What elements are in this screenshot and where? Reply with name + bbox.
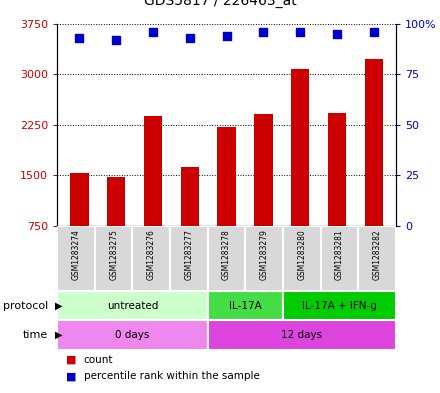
Bar	[254, 114, 273, 226]
Text: percentile rank within the sample: percentile rank within the sample	[84, 371, 260, 381]
Text: GSM1283282: GSM1283282	[373, 229, 381, 280]
Text: GSM1283277: GSM1283277	[184, 229, 194, 280]
Bar	[95, 226, 132, 291]
Text: 12 days: 12 days	[281, 330, 323, 340]
Bar	[208, 226, 246, 291]
Text: count: count	[84, 354, 113, 365]
Point	[113, 37, 120, 43]
Bar	[283, 226, 321, 291]
Text: IL-17A: IL-17A	[229, 301, 262, 310]
Text: GSM1283281: GSM1283281	[335, 229, 344, 280]
Bar	[144, 116, 162, 226]
Bar	[208, 320, 396, 350]
Bar	[57, 226, 95, 291]
Text: untreated: untreated	[107, 301, 158, 310]
Text: ■: ■	[66, 371, 77, 381]
Bar	[358, 226, 396, 291]
Text: ■: ■	[66, 354, 77, 365]
Bar	[328, 113, 346, 226]
Text: ▶: ▶	[55, 301, 62, 310]
Bar	[132, 226, 170, 291]
Bar	[57, 291, 208, 320]
Point	[150, 29, 157, 35]
Bar	[70, 173, 88, 226]
Bar	[180, 167, 199, 226]
Text: 0 days: 0 days	[115, 330, 150, 340]
Text: GSM1283280: GSM1283280	[297, 229, 306, 280]
Text: GSM1283279: GSM1283279	[260, 229, 269, 280]
Text: protocol: protocol	[3, 301, 48, 310]
Bar	[107, 177, 125, 226]
Bar	[208, 291, 283, 320]
Point	[334, 31, 341, 37]
Bar	[246, 226, 283, 291]
Text: GSM1283278: GSM1283278	[222, 229, 231, 280]
Text: GSM1283276: GSM1283276	[147, 229, 156, 280]
Bar	[57, 320, 208, 350]
Point	[370, 29, 378, 35]
Bar	[283, 291, 396, 320]
Text: ▶: ▶	[55, 330, 62, 340]
Point	[260, 29, 267, 35]
Text: GSM1283274: GSM1283274	[72, 229, 81, 280]
Text: IL-17A + IFN-g: IL-17A + IFN-g	[302, 301, 377, 310]
Point	[76, 35, 83, 41]
Bar	[217, 127, 236, 226]
Point	[223, 33, 230, 39]
Bar	[365, 59, 383, 226]
Point	[297, 29, 304, 35]
Bar	[291, 69, 309, 226]
Text: time: time	[23, 330, 48, 340]
Text: GDS5817 / 226463_at: GDS5817 / 226463_at	[143, 0, 297, 8]
Bar	[321, 226, 358, 291]
Point	[186, 35, 193, 41]
Bar	[170, 226, 208, 291]
Text: GSM1283275: GSM1283275	[109, 229, 118, 280]
